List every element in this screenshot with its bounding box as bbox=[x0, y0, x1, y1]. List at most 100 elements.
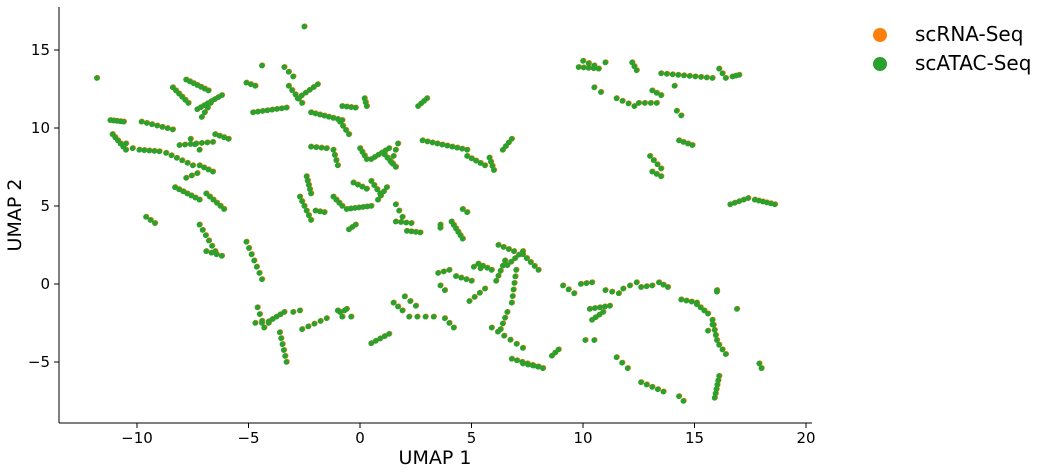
point-scatac bbox=[301, 203, 308, 209]
point-scatac bbox=[146, 147, 153, 154]
point-scatac bbox=[714, 287, 720, 294]
point-scatac bbox=[169, 126, 176, 133]
point-scatac bbox=[595, 65, 602, 72]
point-scatac bbox=[201, 164, 207, 171]
point-scatac bbox=[658, 70, 664, 77]
point-scatac bbox=[216, 133, 223, 139]
point-scatac bbox=[519, 345, 526, 351]
point-scatac bbox=[243, 79, 250, 86]
point-scatac bbox=[185, 100, 192, 106]
point-scatac bbox=[454, 144, 460, 151]
point-scatac bbox=[129, 145, 136, 152]
point-scatac bbox=[306, 87, 313, 93]
point-scatac bbox=[591, 305, 598, 311]
point-scatac bbox=[711, 327, 718, 333]
point-scatac bbox=[641, 100, 648, 106]
point-scatac bbox=[225, 136, 232, 142]
point-scatac bbox=[250, 109, 256, 116]
point-scatac bbox=[716, 65, 722, 72]
point-scatac bbox=[194, 170, 201, 177]
point-scatac bbox=[417, 229, 424, 236]
point-scatac bbox=[493, 278, 499, 284]
point-scatac bbox=[310, 84, 317, 90]
point-scatac bbox=[509, 293, 516, 299]
point-scatac bbox=[201, 109, 208, 116]
point-scatac bbox=[264, 107, 271, 114]
point-scatac bbox=[470, 264, 477, 270]
point-scatac bbox=[575, 64, 582, 70]
x-axis-ticks: −10 −5 0 5 10 15 20 bbox=[121, 423, 816, 447]
point-scatac bbox=[613, 354, 620, 361]
point-scatac bbox=[560, 282, 566, 289]
point-scatac bbox=[519, 360, 526, 367]
point-scatac bbox=[323, 315, 330, 322]
point-scatac bbox=[685, 140, 691, 147]
point-scatac bbox=[585, 60, 592, 67]
point-scatac bbox=[653, 90, 660, 96]
point-scatac bbox=[254, 304, 261, 311]
point-scatac bbox=[464, 209, 470, 216]
point-scatac bbox=[709, 75, 716, 81]
point-scatac bbox=[325, 114, 332, 120]
point-scatac bbox=[259, 108, 266, 114]
point-scatac bbox=[656, 279, 662, 286]
point-scatac bbox=[676, 137, 682, 144]
point-scatac bbox=[540, 365, 546, 372]
point-scatac bbox=[491, 167, 497, 173]
point-scatac bbox=[464, 147, 470, 153]
point-scatac bbox=[654, 386, 661, 393]
point-scatac bbox=[602, 59, 609, 66]
point-scatac bbox=[444, 142, 451, 149]
point-scatac bbox=[619, 98, 626, 104]
point-scatac bbox=[647, 100, 654, 106]
point-scatac bbox=[343, 206, 350, 212]
point-scatac bbox=[278, 335, 284, 342]
point-scatac bbox=[440, 268, 447, 275]
point-scatac bbox=[308, 143, 314, 150]
point-scatac bbox=[591, 84, 597, 91]
point-scatac bbox=[276, 329, 283, 336]
point-scatac bbox=[716, 373, 722, 379]
point-scatac bbox=[290, 309, 296, 315]
point-scatac bbox=[184, 160, 191, 166]
point-scatac bbox=[189, 162, 196, 169]
point-scatac bbox=[350, 179, 357, 186]
point-scatac bbox=[408, 228, 415, 235]
point-scatac bbox=[716, 342, 722, 348]
point-scatac bbox=[692, 73, 699, 80]
legend-marker-scrna bbox=[873, 28, 887, 42]
point-scatac bbox=[525, 361, 531, 368]
point-scatac bbox=[383, 184, 390, 191]
point-scatac bbox=[715, 377, 721, 384]
point-scatac bbox=[627, 282, 633, 289]
point-scatac bbox=[192, 141, 198, 148]
point-scatac bbox=[734, 306, 740, 312]
point-scatac bbox=[406, 313, 412, 320]
point-scatac bbox=[371, 182, 377, 188]
point-scatac bbox=[606, 303, 613, 309]
legend-label-scrna: scRNA-Seq bbox=[915, 22, 1023, 46]
point-scatac bbox=[298, 92, 305, 99]
point-scatac bbox=[649, 282, 655, 289]
point-scatac bbox=[475, 260, 481, 267]
point-scatac bbox=[649, 384, 655, 390]
point-scatac bbox=[678, 296, 684, 303]
point-scatac bbox=[375, 196, 381, 203]
point-scatac bbox=[285, 69, 292, 75]
point-scatac bbox=[508, 356, 515, 362]
point-scatac bbox=[151, 148, 158, 154]
point-scatac bbox=[499, 262, 506, 269]
point-scatac bbox=[187, 141, 194, 147]
point-scatac bbox=[285, 83, 292, 89]
x-tick-label: 15 bbox=[685, 429, 704, 447]
point-scatac bbox=[713, 386, 720, 392]
point-scatac bbox=[504, 309, 510, 315]
point-scatac bbox=[348, 104, 354, 110]
point-scatac bbox=[404, 228, 410, 234]
point-scatac bbox=[94, 75, 100, 81]
y-tick-label: 15 bbox=[31, 41, 50, 59]
point-scatac bbox=[305, 323, 311, 330]
point-scatac bbox=[736, 72, 742, 78]
point-scatac bbox=[205, 166, 212, 173]
